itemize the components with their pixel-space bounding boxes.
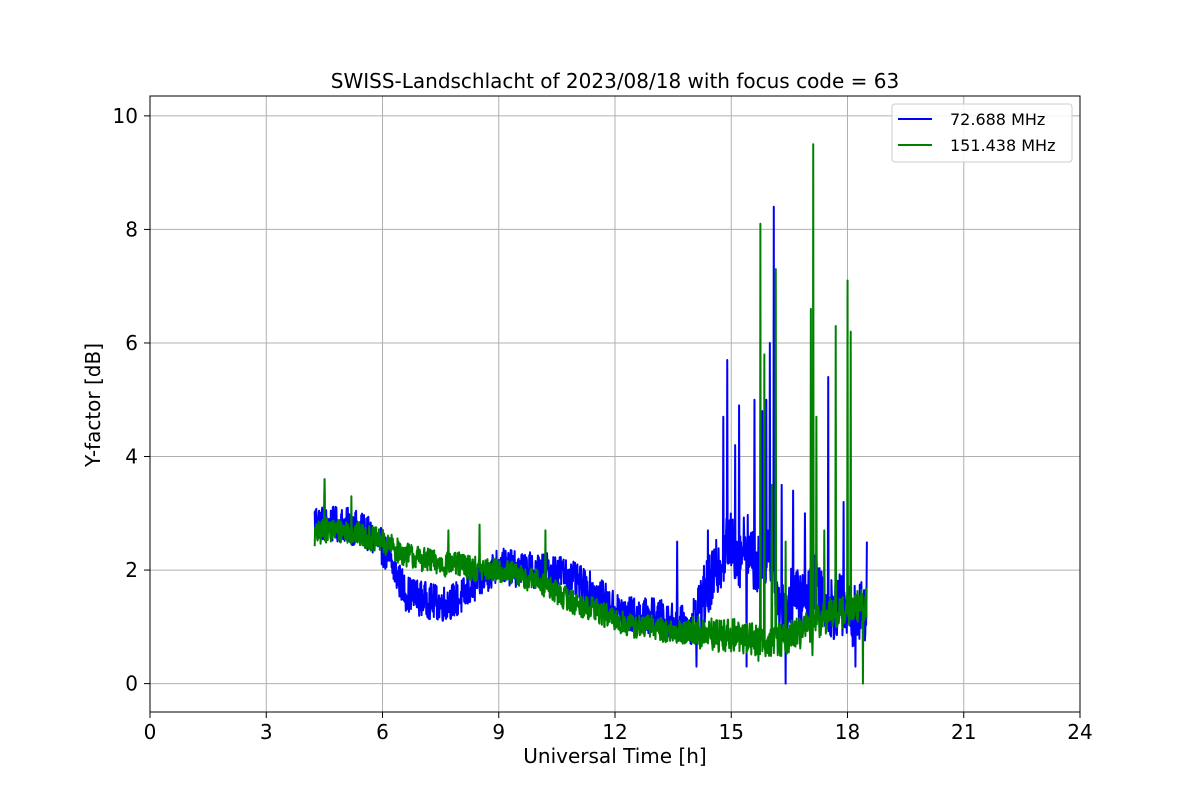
legend-label: 72.688 MHz	[950, 110, 1045, 129]
plot-series	[313, 143, 868, 685]
x-tick-label: 3	[260, 720, 273, 744]
x-tick-label: 18	[835, 720, 860, 744]
y-tick-label: 4	[125, 445, 138, 469]
y-tick-label: 2	[125, 558, 138, 582]
y-tick-label: 8	[125, 217, 138, 241]
x-tick-label: 21	[951, 720, 976, 744]
x-tick-label: 0	[144, 720, 157, 744]
y-tick-label: 0	[125, 672, 138, 696]
x-tick-label: 9	[492, 720, 505, 744]
x-tick-label: 12	[602, 720, 627, 744]
legend-box	[891, 103, 1073, 163]
x-tick-label: 15	[719, 720, 744, 744]
x-axis-label: Universal Time [h]	[523, 744, 706, 768]
legend: 72.688 MHz 151.438 MHz	[891, 103, 1073, 163]
legend-label: 151.438 MHz	[950, 136, 1055, 155]
y-axis-label: Y-factor [dB]	[81, 343, 105, 468]
chart-title: SWISS-Landschlacht of 2023/08/18 with fo…	[331, 69, 899, 93]
series-line-1	[313, 143, 868, 685]
y-axis-ticks: 0 2 4 6 8 10	[113, 104, 150, 696]
y-tick-label: 10	[113, 104, 138, 128]
x-tick-label: 24	[1067, 720, 1092, 744]
y-tick-label: 6	[125, 331, 138, 355]
x-tick-label: 6	[376, 720, 389, 744]
x-axis-ticks: 0 3 6 9 12 15 18 21 24	[144, 712, 1093, 744]
